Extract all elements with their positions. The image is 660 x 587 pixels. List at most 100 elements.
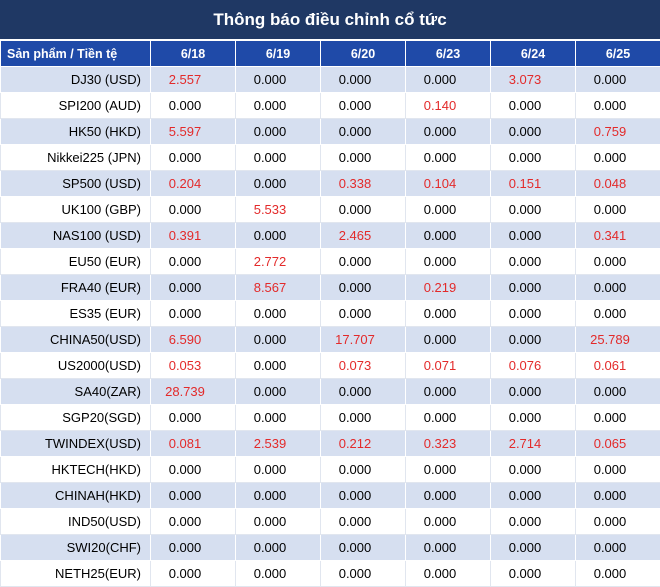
dividend-value-cell: 0.000 [150, 248, 236, 275]
table-row: SPI200 (AUD) 0.000 0.000 0.000 0.140 0.000 0.0… [0, 92, 660, 119]
dividend-value-cell: 0.000 [150, 482, 236, 509]
table-row: NAS100 (USD) 0.391 0.000 2.465 0.000 0.000 0.3… [0, 222, 660, 249]
dividend-value-cell: 0.000 [575, 144, 660, 171]
dividend-value-cell: 0.000 [405, 534, 491, 561]
dividend-value-cell: 0.000 [575, 560, 660, 587]
dividend-value-cell: 0.000 [320, 456, 406, 483]
row-product-label: TWINDEX(USD) [0, 430, 151, 457]
dividend-value-cell: 0.000 [490, 274, 576, 301]
dividend-value-cell: 0.000 [320, 482, 406, 509]
dividend-value-cell: 0.000 [405, 560, 491, 587]
dividend-value-cell: 0.000 [150, 92, 236, 119]
dividend-value-cell: 25.789 [575, 326, 660, 353]
dividend-value-cell: 0.000 [490, 508, 576, 535]
table-row: Nikkei225 (JPN) 0.000 0.000 0.000 0.000 0.000… [0, 144, 660, 171]
dividend-value-cell: 0.000 [490, 222, 576, 249]
dividend-value-cell: 0.000 [320, 404, 406, 431]
dividend-table: Sản phẩm / Tiền tệ 6/18 6/19 6/20 6/23 6… [0, 40, 660, 587]
dividend-value-cell: 0.000 [405, 222, 491, 249]
dividend-value-cell: 0.061 [575, 352, 660, 379]
dividend-value-cell: 0.219 [405, 274, 491, 301]
dividend-value-cell: 0.000 [320, 534, 406, 561]
table-row: HK50 (HKD) 5.597 0.000 0.000 0.000 0.000 0.759 [0, 118, 660, 145]
dividend-value-cell: 0.076 [490, 352, 576, 379]
dividend-value-cell: 0.081 [150, 430, 236, 457]
table-row: CHINAH(HKD) 0.000 0.000 0.000 0.000 0.000 0.00… [0, 482, 660, 509]
dividend-value-cell: 0.212 [320, 430, 406, 457]
dividend-value-cell: 0.000 [490, 378, 576, 405]
table-row: SGP20(SGD) 0.000 0.000 0.000 0.000 0.000 0.000 [0, 404, 660, 431]
dividend-value-cell: 0.000 [490, 144, 576, 171]
dividend-value-cell: 0.204 [150, 170, 236, 197]
table-row: UK100 (GBP) 0.000 5.533 0.000 0.000 0.000 0.00… [0, 196, 660, 223]
table-row: SA40(ZAR) 28.739 0.000 0.000 0.000 0.000 0.000 [0, 378, 660, 405]
row-product-label: UK100 (GBP) [0, 196, 151, 223]
dividend-value-cell: 0.000 [320, 248, 406, 275]
row-product-label: NAS100 (USD) [0, 222, 151, 249]
dividend-value-cell: 0.048 [575, 170, 660, 197]
table-row: HKTECH(HKD) 0.000 0.000 0.000 0.000 0.000 0.00… [0, 456, 660, 483]
dividend-value-cell: 0.071 [405, 352, 491, 379]
table-body: DJ30 (USD) 2.557 0.000 0.000 0.000 3.073 0.000… [0, 66, 660, 587]
header-product-currency: Sản phẩm / Tiền tệ [0, 40, 151, 67]
dividend-value-cell: 0.000 [405, 66, 491, 93]
row-product-label: Nikkei225 (JPN) [0, 144, 151, 171]
row-product-label: NETH25(EUR) [0, 560, 151, 587]
dividend-value-cell: 2.557 [150, 66, 236, 93]
dividend-value-cell: 3.073 [490, 66, 576, 93]
dividend-value-cell: 17.707 [320, 326, 406, 353]
dividend-value-cell: 2.465 [320, 222, 406, 249]
dividend-value-cell: 0.000 [320, 508, 406, 535]
header-date: 6/18 [150, 40, 236, 67]
dividend-value-cell: 2.772 [235, 248, 321, 275]
dividend-value-cell: 0.000 [405, 144, 491, 171]
dividend-value-cell: 0.000 [320, 274, 406, 301]
dividend-value-cell: 0.000 [235, 300, 321, 327]
row-product-label: DJ30 (USD) [0, 66, 151, 93]
dividend-value-cell: 0.000 [320, 144, 406, 171]
header-date: 6/19 [235, 40, 321, 67]
dividend-value-cell: 0.000 [235, 66, 321, 93]
header-date: 6/24 [490, 40, 576, 67]
dividend-value-cell: 0.000 [150, 144, 236, 171]
dividend-value-cell: 0.000 [405, 300, 491, 327]
dividend-value-cell: 0.000 [575, 404, 660, 431]
dividend-value-cell: 0.073 [320, 352, 406, 379]
dividend-value-cell: 0.151 [490, 170, 576, 197]
dividend-value-cell: 0.000 [235, 144, 321, 171]
table-row: EU50 (EUR) 0.000 2.772 0.000 0.000 0.000 0.000 [0, 248, 660, 275]
table-row: FRA40 (EUR) 0.000 8.567 0.000 0.219 0.000 0.00… [0, 274, 660, 301]
dividend-value-cell: 0.000 [320, 300, 406, 327]
dividend-value-cell: 0.000 [405, 378, 491, 405]
dividend-value-cell: 0.000 [150, 196, 236, 223]
table-row: DJ30 (USD) 2.557 0.000 0.000 0.000 3.073 0.000 [0, 66, 660, 93]
dividend-value-cell: 0.000 [575, 274, 660, 301]
table-row: ES35 (EUR) 0.000 0.000 0.000 0.000 0.000 0.000 [0, 300, 660, 327]
dividend-value-cell: 0.000 [405, 118, 491, 145]
dividend-value-cell: 0.000 [575, 196, 660, 223]
dividend-value-cell: 0.000 [490, 404, 576, 431]
dividend-value-cell: 0.000 [575, 66, 660, 93]
dividend-value-cell: 0.000 [235, 352, 321, 379]
dividend-value-cell: 0.000 [150, 508, 236, 535]
dividend-value-cell: 0.053 [150, 352, 236, 379]
dividend-value-cell: 0.000 [490, 248, 576, 275]
row-product-label: HKTECH(HKD) [0, 456, 151, 483]
header-date: 6/25 [575, 40, 660, 67]
dividend-value-cell: 0.000 [235, 508, 321, 535]
dividend-value-cell: 0.000 [235, 404, 321, 431]
dividend-value-cell: 0.140 [405, 92, 491, 119]
dividend-value-cell: 0.000 [235, 222, 321, 249]
table-row: NETH25(EUR) 0.000 0.000 0.000 0.000 0.000 0.00… [0, 560, 660, 587]
dividend-value-cell: 0.000 [405, 196, 491, 223]
table-row: SWI20(CHF) 0.000 0.000 0.000 0.000 0.000 0.000 [0, 534, 660, 561]
table-row: TWINDEX(USD) 0.081 2.539 0.212 0.323 2.714 0.0… [0, 430, 660, 457]
dividend-value-cell: 0.759 [575, 118, 660, 145]
dividend-value-cell: 6.590 [150, 326, 236, 353]
dividend-value-cell: 0.000 [575, 300, 660, 327]
dividend-value-cell: 0.000 [575, 482, 660, 509]
dividend-value-cell: 0.000 [150, 534, 236, 561]
dividend-value-cell: 0.000 [575, 456, 660, 483]
dividend-value-cell: 2.714 [490, 430, 576, 457]
dividend-value-cell: 0.000 [235, 326, 321, 353]
